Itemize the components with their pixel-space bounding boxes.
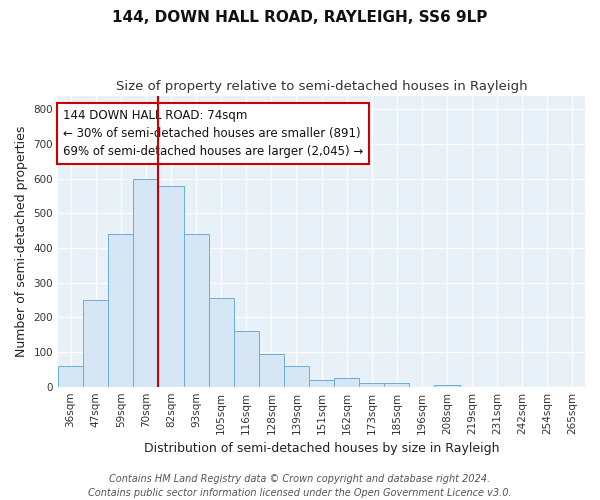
Bar — [58, 366, 83, 386]
Bar — [209, 298, 233, 386]
Text: Contains HM Land Registry data © Crown copyright and database right 2024.
Contai: Contains HM Land Registry data © Crown c… — [88, 474, 512, 498]
Bar — [359, 383, 384, 386]
Y-axis label: Number of semi-detached properties: Number of semi-detached properties — [15, 126, 28, 357]
X-axis label: Distribution of semi-detached houses by size in Rayleigh: Distribution of semi-detached houses by … — [144, 442, 499, 455]
Bar — [309, 380, 334, 386]
Title: Size of property relative to semi-detached houses in Rayleigh: Size of property relative to semi-detach… — [116, 80, 527, 93]
Bar — [184, 234, 209, 386]
Bar — [434, 385, 460, 386]
Bar — [108, 234, 133, 386]
Bar — [158, 186, 184, 386]
Text: 144, DOWN HALL ROAD, RAYLEIGH, SS6 9LP: 144, DOWN HALL ROAD, RAYLEIGH, SS6 9LP — [112, 10, 488, 25]
Bar — [284, 366, 309, 386]
Bar — [259, 354, 284, 386]
Bar — [384, 383, 409, 386]
Bar — [233, 331, 259, 386]
Bar — [133, 178, 158, 386]
Text: 144 DOWN HALL ROAD: 74sqm
← 30% of semi-detached houses are smaller (891)
69% of: 144 DOWN HALL ROAD: 74sqm ← 30% of semi-… — [64, 108, 364, 158]
Bar — [334, 378, 359, 386]
Bar — [83, 300, 108, 386]
